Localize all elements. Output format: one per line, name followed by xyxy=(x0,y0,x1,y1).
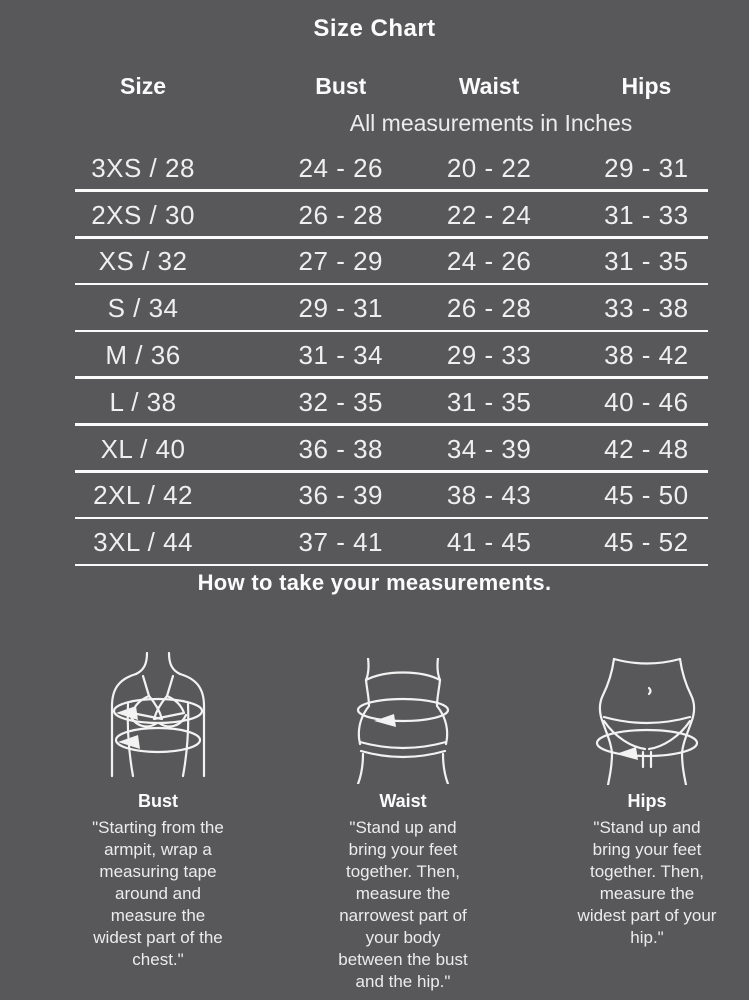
cell-hips: 38 - 42 xyxy=(604,340,689,371)
cell-size: XL / 40 xyxy=(100,433,186,464)
bust-guide-instructions: "Starting from the armpit, wrap a measur… xyxy=(92,818,224,970)
row-divider xyxy=(75,470,708,473)
bust-guide-label: Bust xyxy=(138,791,178,812)
cell-waist: 41 - 45 xyxy=(446,527,532,558)
how-to-heading: How to take your measurements. xyxy=(197,570,552,596)
table-row: S / 34 29 - 31 26 - 28 33 - 38 xyxy=(0,285,749,333)
cell-waist: 22 - 24 xyxy=(446,199,532,230)
cell-bust: 36 - 38 xyxy=(298,433,383,464)
measurement-guides: Bust "Starting from the armpit, wrap a m… xyxy=(0,652,749,1000)
cell-bust: 36 - 39 xyxy=(298,480,383,511)
cell-waist: 34 - 39 xyxy=(446,433,532,464)
table-row: 2XS / 30 26 - 28 22 - 24 31 - 33 xyxy=(0,192,749,239)
cell-waist: 38 - 43 xyxy=(446,480,532,511)
cell-bust: 29 - 31 xyxy=(298,293,383,324)
cell-size: 3XS / 28 xyxy=(91,152,195,183)
cell-size: L / 38 xyxy=(109,386,177,417)
waist-guide-label: Waist xyxy=(379,791,427,812)
column-header-hips: Hips xyxy=(621,73,672,99)
row-divider xyxy=(75,189,708,192)
hips-measure-icon xyxy=(530,652,749,786)
column-header-waist: Waist xyxy=(458,73,520,99)
table-row: 3XS / 28 24 - 26 20 - 22 29 - 31 xyxy=(0,145,749,192)
waist-measure-icon xyxy=(290,652,516,785)
cell-size: 3XL / 44 xyxy=(93,527,193,558)
row-divider xyxy=(75,236,708,239)
column-header-bust: Bust xyxy=(315,73,367,99)
table-header-row: Size Bust Waist Hips xyxy=(0,73,749,99)
waist-guide: Waist "Stand up and bring your feet toge… xyxy=(290,652,516,993)
measurement-unit-note: All measurements in Inches xyxy=(349,110,633,136)
bust-guide: Bust "Starting from the armpit, wrap a m… xyxy=(38,652,278,971)
cell-bust: 32 - 35 xyxy=(298,386,383,417)
row-divider xyxy=(75,329,708,333)
cell-waist: 31 - 35 xyxy=(446,386,532,417)
cell-hips: 29 - 31 xyxy=(604,152,689,183)
cell-bust: 26 - 28 xyxy=(298,199,383,230)
cell-hips: 31 - 35 xyxy=(604,246,689,277)
cell-hips: 42 - 48 xyxy=(604,433,689,464)
bust-measure-icon xyxy=(38,652,278,782)
cell-hips: 40 - 46 xyxy=(604,386,689,417)
cell-waist: 20 - 22 xyxy=(446,152,532,183)
table-row: M / 36 31 - 34 29 - 33 38 - 42 xyxy=(0,332,749,379)
page-title: Size Chart xyxy=(313,15,436,42)
cell-bust: 31 - 34 xyxy=(298,340,383,371)
hips-guide-label: Hips xyxy=(627,791,667,812)
hips-guide: Hips "Stand up and bring your feet toget… xyxy=(530,652,749,949)
cell-hips: 31 - 33 xyxy=(604,199,689,230)
table-row: 2XL / 42 36 - 39 38 - 43 45 - 50 xyxy=(0,473,749,520)
table-row: 3XL / 44 37 - 41 41 - 45 45 - 52 xyxy=(0,519,749,567)
table-row: L / 38 32 - 35 31 - 35 40 - 46 xyxy=(0,379,749,426)
cell-size: 2XS / 30 xyxy=(91,199,195,230)
cell-bust: 37 - 41 xyxy=(298,527,383,558)
cell-hips: 45 - 50 xyxy=(604,480,689,511)
row-divider xyxy=(75,423,708,426)
hips-guide-instructions: "Stand up and bring your feet together. … xyxy=(577,818,717,948)
cell-hips: 33 - 38 xyxy=(604,293,689,324)
row-divider xyxy=(75,563,708,567)
cell-hips: 45 - 52 xyxy=(604,527,689,558)
cell-size: 2XL / 42 xyxy=(93,480,193,511)
table-row: XS / 32 27 - 29 24 - 26 31 - 35 xyxy=(0,239,749,286)
cell-waist: 26 - 28 xyxy=(446,293,532,324)
cell-bust: 24 - 26 xyxy=(298,152,383,183)
cell-size: XS / 32 xyxy=(98,246,188,277)
table-row: XL / 40 36 - 38 34 - 39 42 - 48 xyxy=(0,426,749,473)
cell-waist: 24 - 26 xyxy=(446,246,532,277)
waist-guide-instructions: "Stand up and bring your feet together. … xyxy=(338,818,468,992)
size-table-body: 3XS / 28 24 - 26 20 - 22 29 - 31 2XS / 3… xyxy=(0,145,749,567)
cell-bust: 27 - 29 xyxy=(298,246,383,277)
row-divider xyxy=(75,376,708,379)
column-header-size: Size xyxy=(120,73,167,99)
cell-size: S / 34 xyxy=(107,293,179,324)
cell-waist: 29 - 33 xyxy=(446,340,532,371)
row-divider xyxy=(75,282,708,286)
cell-size: M / 36 xyxy=(105,340,181,371)
row-divider xyxy=(75,516,708,520)
